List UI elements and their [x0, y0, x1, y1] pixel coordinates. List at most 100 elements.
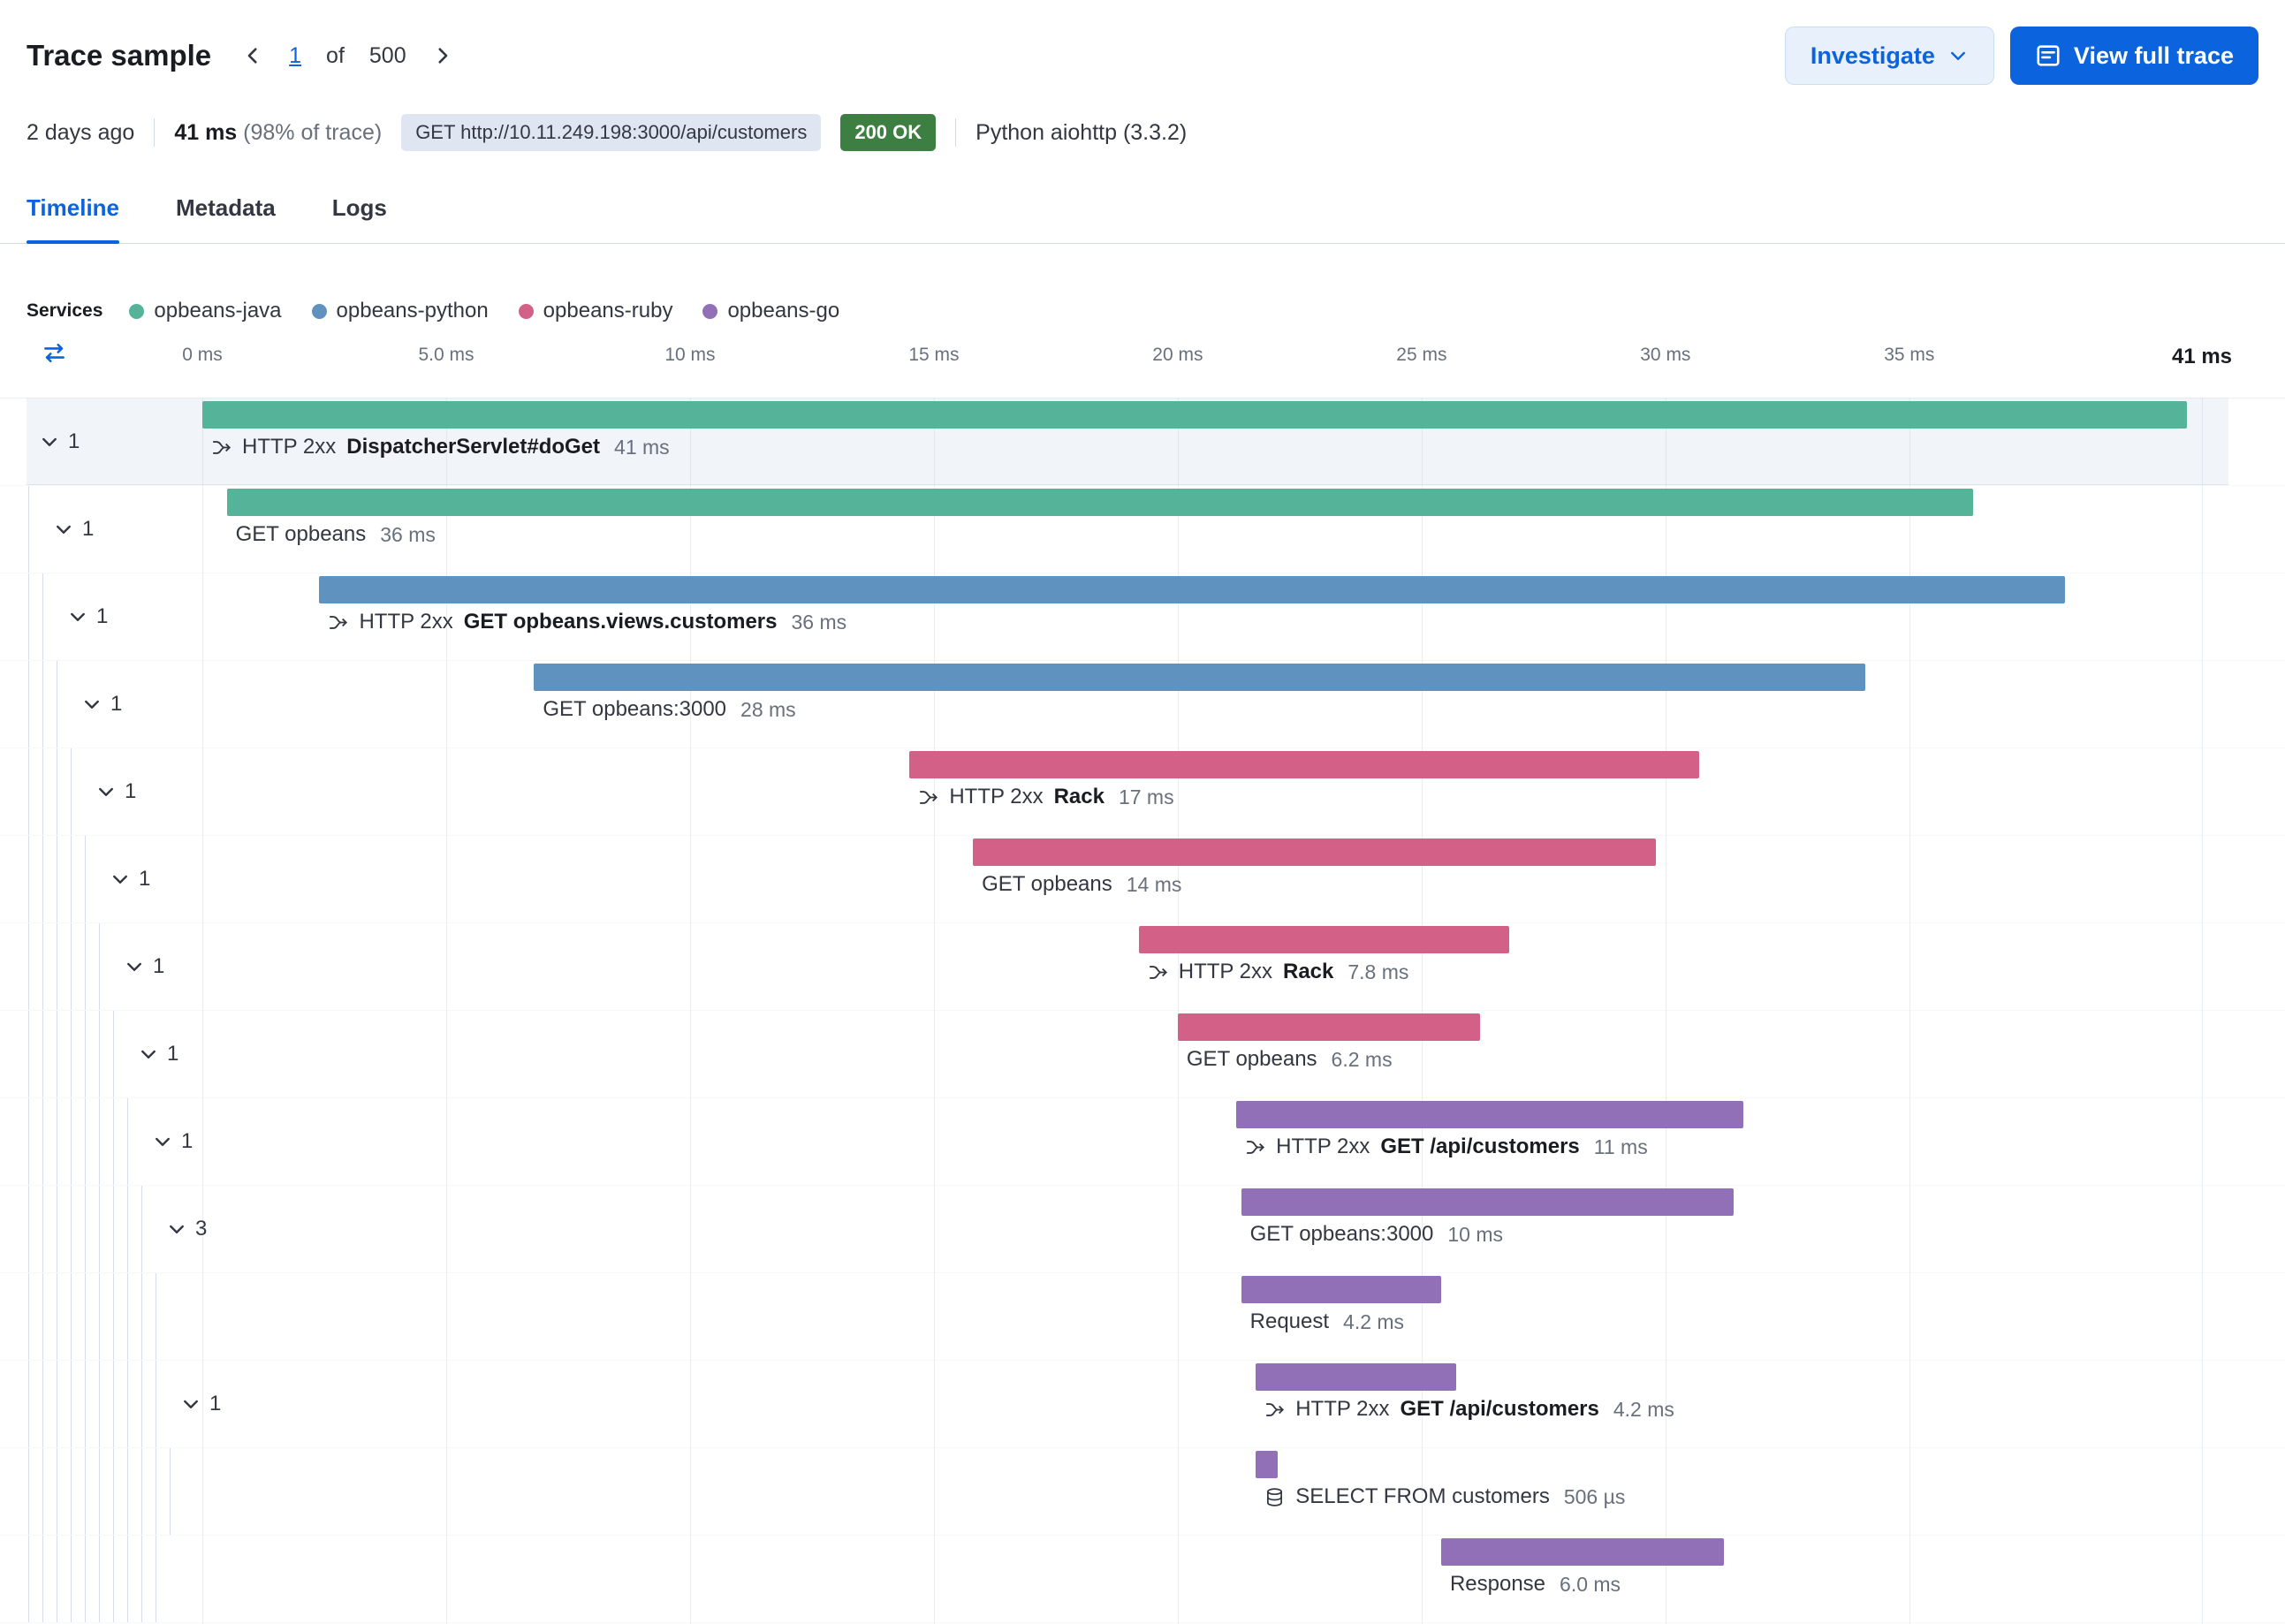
- tab-timeline[interactable]: Timeline: [27, 194, 120, 244]
- accordion-toggle[interactable]: 1: [95, 779, 136, 804]
- gridline: [202, 398, 203, 1624]
- waterfall-item-response[interactable]: Response 6.0 ms: [0, 1536, 2285, 1623]
- item-label: Response 6.0 ms: [1450, 1572, 1621, 1597]
- span-bar[interactable]: [1440, 1538, 1725, 1566]
- tree-connector: [71, 1186, 72, 1272]
- tree-connector: [141, 1361, 142, 1447]
- transaction-bar[interactable]: [202, 401, 2188, 429]
- children-count: 1: [153, 954, 165, 978]
- tab-logs[interactable]: Logs: [331, 194, 387, 221]
- accordion-toggle[interactable]: 1: [53, 517, 94, 542]
- of-label: of: [326, 42, 345, 68]
- accordion-toggle[interactable]: 1: [124, 954, 164, 979]
- waterfall-item-get-opbeans[interactable]: 1 GET opbeans 36 ms: [0, 486, 2285, 573]
- duration-group: 41 ms (98% of trace): [174, 120, 382, 146]
- chevron-down-icon: [124, 956, 145, 977]
- tree-connector: [42, 573, 43, 660]
- merge-icon: [1245, 1137, 1265, 1157]
- accordion-toggle[interactable]: 3: [166, 1217, 207, 1241]
- item-label: GET opbeans:3000 28 ms: [543, 697, 795, 722]
- accordion-toggle[interactable]: 1: [39, 429, 80, 454]
- tree-connector: [71, 1361, 72, 1447]
- accordion-toggle[interactable]: 1: [180, 1392, 221, 1416]
- item-label: GET opbeans 6.2 ms: [1187, 1047, 1393, 1072]
- span-bar[interactable]: [1241, 1188, 1735, 1216]
- tree-connector: [99, 1536, 100, 1622]
- waterfall-item-get-opbeans[interactable]: 1 GET opbeans 6.2 ms: [0, 1011, 2285, 1098]
- item-prefix: HTTP 2xx: [949, 785, 1044, 808]
- transaction-bar[interactable]: [909, 751, 1700, 778]
- tree-connector: [71, 1011, 72, 1097]
- waterfall-item-request[interactable]: Request 4.2 ms: [0, 1273, 2285, 1361]
- accordion-toggle[interactable]: 1: [138, 1042, 178, 1066]
- axis-tick: 15 ms: [908, 345, 960, 365]
- span-bar[interactable]: [1177, 1013, 1481, 1041]
- chevron-down-icon: [166, 1218, 187, 1240]
- transaction-bar[interactable]: [319, 576, 2066, 603]
- prev-page-button[interactable]: [241, 44, 264, 67]
- summary-bar: 2 days ago 41 ms (98% of trace) GET http…: [0, 85, 2285, 151]
- next-page-button[interactable]: [431, 44, 454, 67]
- accordion-toggle[interactable]: 1: [152, 1129, 193, 1154]
- waterfall-item-get-opbeans-3000[interactable]: 1 GET opbeans:3000 28 ms: [0, 661, 2285, 748]
- transaction-bar[interactable]: [1236, 1101, 1744, 1128]
- item-duration: 6.0 ms: [1560, 1572, 1621, 1596]
- tree-connector: [85, 1186, 86, 1272]
- waterfall-item-rack[interactable]: 1 HTTP 2xx Rack 17 ms: [0, 748, 2285, 836]
- waterfall-item-get-opbeans[interactable]: 1 GET opbeans 14 ms: [0, 836, 2285, 923]
- axis-tick: 5.0 ms: [418, 345, 474, 365]
- divider: [154, 118, 156, 147]
- tree-connector: [127, 1098, 128, 1185]
- view-full-trace-button[interactable]: View full trace: [2009, 27, 2258, 85]
- span-bar[interactable]: [1241, 1276, 1441, 1303]
- waterfall-item-dispatcherservlet-doget[interactable]: 1 HTTP 2xx DispatcherServlet#doGet 41 ms: [0, 398, 2285, 486]
- transaction-bar[interactable]: [1138, 926, 1510, 953]
- span-bar[interactable]: [226, 489, 1973, 516]
- children-count: 1: [139, 867, 151, 891]
- tree-connector: [28, 1098, 29, 1185]
- waterfall-item-get-opbeans-3000[interactable]: 3 GET opbeans:3000 10 ms: [0, 1186, 2285, 1273]
- waterfall-item-get-api-customers[interactable]: 1 HTTP 2xx GET /api/customers 4.2 ms: [0, 1361, 2285, 1448]
- investigate-button[interactable]: Investigate: [1784, 27, 1994, 85]
- item-name: GET opbeans: [982, 872, 1112, 896]
- span-bar[interactable]: [973, 839, 1656, 866]
- service-color-dot: [129, 303, 145, 319]
- item-label: HTTP 2xx Rack 17 ms: [918, 785, 1174, 809]
- item-label: Request 4.2 ms: [1250, 1309, 1404, 1334]
- tree-connector: [28, 1536, 29, 1622]
- legend-item-opbeans-java: opbeans-java: [129, 299, 282, 323]
- tree-connector: [71, 1536, 72, 1622]
- chevron-down-icon: [138, 1043, 159, 1065]
- transaction-bar[interactable]: [1256, 1363, 1456, 1391]
- tree-connector: [42, 661, 43, 747]
- tree-connector: [113, 1186, 114, 1272]
- tree-connector: [71, 1273, 72, 1360]
- item-duration: 36 ms: [380, 522, 436, 546]
- accordion-toggle[interactable]: 1: [110, 867, 150, 892]
- tree-connector: [42, 748, 43, 835]
- axis-tick: 41 ms: [2171, 345, 2233, 368]
- axis-tick: 0 ms: [182, 345, 223, 365]
- chevron-left-icon: [247, 48, 257, 64]
- item-name: Rack: [1053, 785, 1105, 808]
- swap-arrows-icon[interactable]: [42, 341, 66, 365]
- gridline: [445, 398, 447, 1624]
- accordion-toggle[interactable]: 1: [67, 604, 108, 629]
- item-prefix: HTTP 2xx: [359, 610, 453, 634]
- merge-icon: [918, 787, 938, 808]
- tab-metadata[interactable]: Metadata: [176, 194, 276, 221]
- span-bar[interactable]: [1256, 1451, 1279, 1478]
- axis-tick: 35 ms: [1884, 345, 1935, 365]
- waterfall-item-rack[interactable]: 1 HTTP 2xx Rack 7.8 ms: [0, 923, 2285, 1011]
- accordion-toggle[interactable]: 1: [81, 692, 122, 717]
- axis-tick: 30 ms: [1640, 345, 1691, 365]
- waterfall-item-get-opbeans-views-customers[interactable]: 1 HTTP 2xx GET opbeans.views.customers 36 m…: [0, 573, 2285, 661]
- waterfall-item-get-api-customers[interactable]: 1 HTTP 2xx GET /api/customers 11 ms: [0, 1098, 2285, 1186]
- tree-connector: [71, 748, 72, 835]
- waterfall-item-select-from-customers[interactable]: SELECT FROM customers 506 µs: [0, 1448, 2285, 1536]
- legend-items: opbeans-java opbeans-python opbeans-ruby op…: [129, 299, 839, 323]
- span-bar[interactable]: [534, 664, 1866, 691]
- chevron-down-icon: [180, 1393, 201, 1415]
- trace-duration: 41 ms: [174, 119, 238, 145]
- current-page-link[interactable]: 1: [289, 42, 302, 68]
